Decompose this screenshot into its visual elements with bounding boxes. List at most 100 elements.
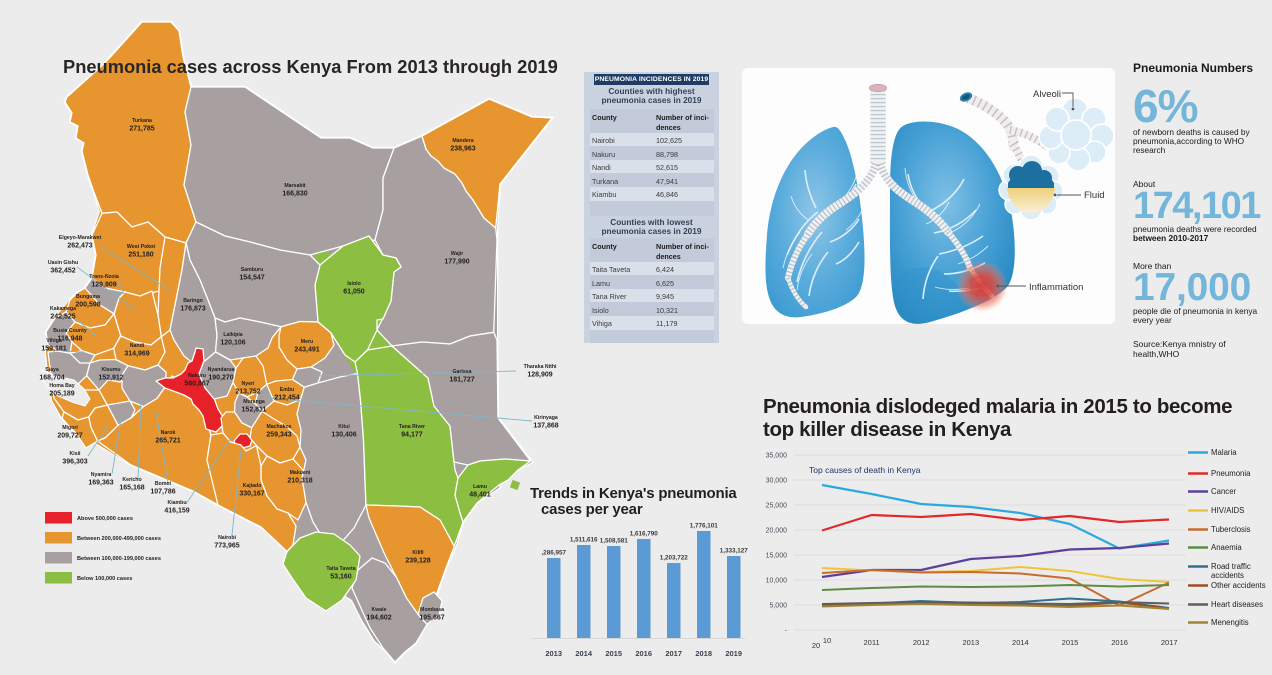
svg-text:396,303: 396,303 <box>62 459 87 466</box>
svg-text:210,318: 210,318 <box>287 478 312 485</box>
svg-text:10: 10 <box>823 636 831 645</box>
svg-text:205,189: 205,189 <box>49 391 74 398</box>
svg-text:251,180: 251,180 <box>128 252 153 259</box>
svg-text:1,511,616: 1,511,616 <box>570 537 598 544</box>
svg-text:Wajir: Wajir <box>451 251 464 257</box>
svg-text:Migori: Migori <box>62 425 78 431</box>
svg-text:Elgeyo-Marakwet: Elgeyo-Marakwet <box>59 235 102 241</box>
svg-text:Kiambu: Kiambu <box>167 500 186 506</box>
svg-text:Bomet: Bomet <box>155 481 171 487</box>
svg-text:Machakos: Machakos <box>266 424 291 430</box>
svg-text:2013: 2013 <box>545 649 562 658</box>
svg-text:212,454: 212,454 <box>274 395 299 402</box>
svg-text:169,363: 169,363 <box>88 480 113 487</box>
svg-text:Heart diseases: Heart diseases <box>1211 600 1263 609</box>
svg-text:,286,957: ,286,957 <box>541 550 566 557</box>
svg-text:128,909: 128,909 <box>527 372 552 379</box>
svg-text:53,160: 53,160 <box>330 574 352 581</box>
svg-text:209,727: 209,727 <box>57 433 82 440</box>
svg-text:2017: 2017 <box>1161 638 1178 647</box>
svg-text:Cancer: Cancer <box>1211 487 1237 496</box>
svg-text:Malaria: Malaria <box>1211 448 1237 457</box>
svg-text:Uasin Gishu: Uasin Gishu <box>48 260 78 266</box>
svg-text:Nyamira: Nyamira <box>91 472 112 478</box>
svg-text:Kericho: Kericho <box>122 477 141 483</box>
svg-text:259,343: 259,343 <box>266 432 291 439</box>
svg-text:35,000: 35,000 <box>766 453 788 460</box>
svg-text:Tana River: Tana River <box>399 424 425 430</box>
svg-text:773,965: 773,965 <box>214 543 239 550</box>
svg-text:61,050: 61,050 <box>343 289 365 296</box>
svg-text:Inflammation: Inflammation <box>1029 282 1083 293</box>
svg-text:Kajiado: Kajiado <box>243 483 262 489</box>
svg-text:Nakuru: Nakuru <box>188 373 206 379</box>
svg-text:116,948: 116,948 <box>58 336 83 343</box>
svg-text:5,000: 5,000 <box>769 603 787 610</box>
svg-text:165,168: 165,168 <box>119 485 144 492</box>
svg-text:107,786: 107,786 <box>150 489 175 496</box>
svg-text:Road traffic: Road traffic <box>1211 562 1251 571</box>
svg-text:238,963: 238,963 <box>450 146 475 153</box>
svg-text:2013: 2013 <box>962 638 979 647</box>
svg-text:Turkana: Turkana <box>132 118 152 124</box>
svg-text:Kwale: Kwale <box>372 607 387 613</box>
svg-text:Nyandarua: Nyandarua <box>208 367 235 373</box>
svg-text:Garissa: Garissa <box>452 369 471 375</box>
svg-text:129,909: 129,909 <box>91 282 116 289</box>
svg-text:166,830: 166,830 <box>282 191 307 198</box>
svg-text:181,727: 181,727 <box>449 377 474 384</box>
svg-text:Laikipia: Laikipia <box>223 332 242 338</box>
svg-text:120,106: 120,106 <box>220 340 245 347</box>
svg-text:30,000: 30,000 <box>766 478 788 485</box>
svg-text:-: - <box>785 628 788 635</box>
svg-text:Kitui: Kitui <box>338 424 350 430</box>
svg-text:Below 100,000 cases: Below 100,000 cases <box>77 576 132 582</box>
svg-text:Makueni: Makueni <box>290 470 311 476</box>
svg-text:271,785: 271,785 <box>129 126 154 133</box>
svg-text:Lamu: Lamu <box>473 484 487 490</box>
svg-text:10,000: 10,000 <box>766 578 788 585</box>
svg-text:362,452: 362,452 <box>50 268 75 275</box>
svg-text:Isiolo: Isiolo <box>347 281 361 287</box>
svg-text:48,401: 48,401 <box>469 492 491 499</box>
svg-text:Anaemia: Anaemia <box>1211 543 1242 552</box>
svg-text:Tharaka Nithi: Tharaka Nithi <box>524 364 557 370</box>
svg-text:314,969: 314,969 <box>124 351 149 358</box>
svg-text:2014: 2014 <box>575 649 593 658</box>
svg-text:Above 500,000 cases: Above 500,000 cases <box>77 516 133 522</box>
svg-text:Busia County: Busia County <box>53 328 87 334</box>
svg-text:2019: 2019 <box>725 649 742 658</box>
svg-text:159,181: 159,181 <box>41 346 66 353</box>
svg-text:Bungoma: Bungoma <box>76 294 100 300</box>
svg-text:2017: 2017 <box>665 649 682 658</box>
svg-text:2014: 2014 <box>1012 638 1029 647</box>
svg-text:Top causes of death in Kenya: Top causes of death in Kenya <box>809 465 921 475</box>
svg-text:HIV/AIDS: HIV/AIDS <box>1211 506 1244 515</box>
svg-text:2018: 2018 <box>695 649 712 658</box>
svg-text:Between 100,000-199,000 cases: Between 100,000-199,000 cases <box>77 556 161 562</box>
svg-text:Other accidents: Other accidents <box>1211 581 1266 590</box>
svg-text:2011: 2011 <box>864 638 880 647</box>
svg-text:580,867: 580,867 <box>184 381 209 388</box>
svg-text:195,667: 195,667 <box>419 615 444 622</box>
svg-text:2012: 2012 <box>913 638 930 647</box>
svg-text:25,000: 25,000 <box>766 503 788 510</box>
svg-text:Trans-Nzoia: Trans-Nzoia <box>89 274 119 280</box>
svg-text:Nandi: Nandi <box>130 343 145 349</box>
svg-text:Taita Taveta: Taita Taveta <box>326 566 355 572</box>
svg-text:213,752: 213,752 <box>235 389 260 396</box>
svg-text:Nyeri: Nyeri <box>242 381 256 387</box>
svg-text:137,868: 137,868 <box>533 423 558 430</box>
svg-text:Vihiga: Vihiga <box>46 338 62 344</box>
svg-text:Menengitis: Menengitis <box>1211 618 1249 627</box>
svg-text:1,616,790: 1,616,790 <box>630 531 659 538</box>
svg-text:Homa Bay: Homa Bay <box>49 383 74 389</box>
svg-text:Baringo: Baringo <box>183 298 203 304</box>
svg-text:200,598: 200,598 <box>75 302 100 309</box>
svg-text:2016: 2016 <box>1111 638 1128 647</box>
svg-text:20: 20 <box>812 641 820 650</box>
svg-text:154,547: 154,547 <box>239 275 264 282</box>
svg-text:accidents: accidents <box>1211 571 1244 580</box>
svg-text:Kakamega: Kakamega <box>50 306 76 312</box>
svg-text:Narok: Narok <box>161 430 176 436</box>
